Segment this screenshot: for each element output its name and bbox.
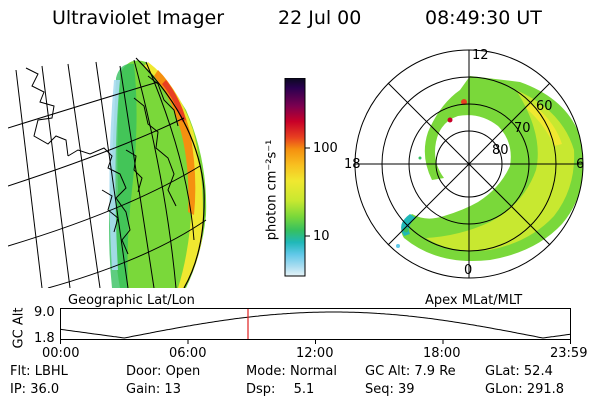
ip-value: 36.0 bbox=[30, 382, 60, 397]
info-seq: Seq: 39 bbox=[365, 382, 415, 397]
polar-image: 12 18 6 0 60 70 80 bbox=[344, 48, 584, 279]
glon-label: GLon: bbox=[485, 382, 523, 397]
altitude-ylabel: GC Alt bbox=[11, 307, 27, 349]
lat-label-80: 80 bbox=[492, 143, 509, 158]
info-ip: IP: 36.0 bbox=[10, 382, 59, 397]
info-gain: Gain: 13 bbox=[126, 382, 181, 397]
instrument-title: Ultraviolet Imager bbox=[52, 7, 225, 29]
dsp-label: Dsp: bbox=[246, 382, 276, 397]
gc-alt-value: 7.9 Re bbox=[414, 364, 456, 379]
polar-aurora-bright bbox=[526, 102, 562, 146]
gain-label: Gain: bbox=[126, 382, 161, 397]
door-value: Open bbox=[165, 364, 201, 379]
date-label: 22 Jul 00 bbox=[278, 7, 362, 29]
mlt-label-bottom: 0 bbox=[464, 263, 472, 278]
info-glat: GLat: 52.4 bbox=[485, 364, 553, 379]
geographic-image bbox=[8, 57, 207, 288]
info-door: Door: Open bbox=[126, 364, 200, 379]
glat-label: GLat: bbox=[485, 364, 520, 379]
x-tick-2359: 23:59 bbox=[550, 346, 588, 361]
mode-value: Normal bbox=[289, 364, 337, 379]
door-label: Door: bbox=[126, 364, 162, 379]
info-dsp: Dsp: 5.1 bbox=[246, 382, 314, 397]
earth-limb bbox=[135, 57, 205, 288]
info-mode: Mode: Normal bbox=[246, 364, 337, 379]
info-glon: GLon: 291.8 bbox=[485, 382, 564, 397]
altitude-ymin: 1.8 bbox=[34, 331, 55, 346]
x-tick-0000: 00:00 bbox=[42, 346, 80, 361]
polar-aurora-inner bbox=[426, 90, 575, 251]
gc-alt-label: GC Alt: bbox=[365, 364, 411, 379]
altitude-ymax: 9.0 bbox=[34, 305, 55, 320]
mode-label: Mode: bbox=[246, 364, 286, 379]
mlt-label-top: 12 bbox=[472, 48, 489, 63]
mlt-label-right: 6 bbox=[576, 157, 584, 172]
altitude-curve bbox=[60, 311, 571, 339]
info-flt: Flt: LBHL bbox=[10, 364, 68, 379]
mlt-label-left: 18 bbox=[344, 157, 361, 172]
dsp-value: 5.1 bbox=[293, 382, 315, 397]
geo-panel-title: Geographic Lat/Lon bbox=[68, 293, 195, 308]
seq-label: Seq: bbox=[365, 382, 394, 397]
colorbar-unit-label: photon cm⁻²s⁻¹ bbox=[264, 139, 280, 241]
flt-value: LBHL bbox=[34, 364, 68, 379]
colorbar-tick-10: 10 bbox=[313, 229, 330, 244]
flt-label: Flt: bbox=[10, 364, 31, 379]
glat-value: 52.4 bbox=[523, 364, 553, 379]
geo-aurora-edge bbox=[109, 80, 120, 270]
geo-aurora-band-peak bbox=[162, 80, 186, 122]
info-gc-alt: GC Alt: 7.9 Re bbox=[365, 364, 456, 379]
lat-label-70: 70 bbox=[514, 121, 531, 136]
colorbar bbox=[284, 78, 310, 277]
colorbar-tick-100: 100 bbox=[313, 141, 338, 156]
lat-label-60: 60 bbox=[536, 99, 553, 114]
seq-value: 39 bbox=[398, 382, 415, 397]
time-label: 08:49:30 UT bbox=[425, 7, 542, 29]
altitude-plot bbox=[60, 308, 571, 344]
glon-value: 291.8 bbox=[526, 382, 565, 397]
polar-panel-title: Apex MLat/MLT bbox=[425, 293, 523, 308]
x-tick-0600: 06:00 bbox=[169, 346, 207, 361]
ip-label: IP: bbox=[10, 382, 27, 397]
geo-aurora-band bbox=[144, 62, 203, 288]
x-tick-1200: 12:00 bbox=[296, 346, 334, 361]
x-tick-1800: 18:00 bbox=[423, 346, 461, 361]
gain-value: 13 bbox=[164, 382, 181, 397]
